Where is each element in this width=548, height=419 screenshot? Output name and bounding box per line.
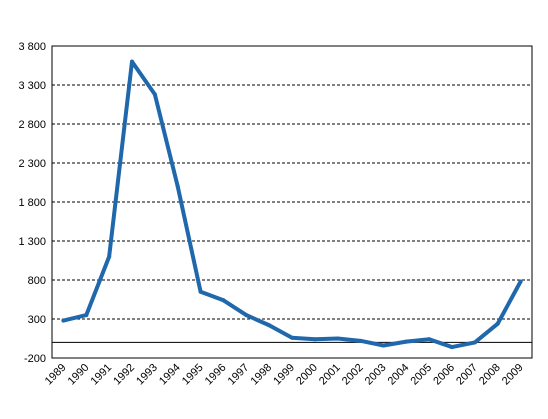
x-tick-label: 2008: [477, 362, 503, 388]
y-tick-label: 2 800: [18, 119, 46, 131]
x-tick-label: 2005: [408, 362, 434, 388]
data-point: [404, 339, 409, 344]
y-tick-label: -200: [24, 353, 46, 365]
x-tick-label: 2001: [317, 362, 343, 388]
data-point: [290, 335, 294, 340]
y-tick-label: 1 300: [18, 236, 46, 248]
series-line: [61, 59, 523, 350]
data-point: [267, 323, 272, 328]
data-point: [472, 340, 477, 345]
data-point: [198, 289, 203, 294]
x-tick-label: 2009: [500, 362, 526, 388]
x-tick-label: 2000: [294, 362, 320, 388]
plot-frame: [51, 45, 533, 359]
data-point: [312, 337, 317, 342]
y-tick-label: 2 300: [18, 158, 46, 170]
data-point: [335, 336, 340, 341]
x-tick-label: 1995: [180, 362, 206, 388]
y-tick-label: 300: [28, 314, 46, 326]
x-tick-label: 1993: [134, 362, 160, 388]
x-tick-label: 1990: [66, 362, 92, 388]
y-tick-label: 1 800: [18, 197, 46, 209]
data-point: [107, 254, 112, 259]
data-point: [495, 321, 500, 326]
x-tick-label: 1998: [248, 362, 274, 388]
data-point: [221, 298, 226, 303]
x-tick-label: 1992: [111, 362, 137, 388]
x-tick-label: 1999: [271, 362, 297, 388]
series-layer: [61, 59, 523, 350]
x-tick-label: 2003: [363, 362, 389, 388]
y-tick-label: 3 800: [18, 41, 46, 53]
data-point: [518, 279, 523, 284]
x-tick-label: 2006: [431, 362, 457, 388]
data-point: [130, 59, 134, 64]
x-tick-label: 1996: [203, 362, 229, 388]
data-point: [358, 338, 363, 343]
y-tick-labels: 3 800 3 300 2 800 2 300 1 800 1 300 800 300 -200: [18, 41, 46, 365]
x-tick-label: 2007: [454, 362, 480, 388]
x-tick-label: 1997: [226, 362, 252, 388]
x-tick-label: 1989: [43, 362, 69, 388]
data-point: [84, 313, 89, 318]
data-point: [175, 184, 180, 189]
x-tick-label: 2002: [340, 362, 366, 388]
gridlines: [51, 45, 533, 359]
data-point: [450, 345, 454, 350]
data-point: [381, 343, 386, 348]
x-tick-label: 2004: [386, 362, 412, 388]
x-tick-label: 1994: [157, 362, 183, 388]
data-point: [152, 92, 157, 97]
y-tick-label: 3 300: [18, 80, 46, 92]
y-tick-label: 800: [28, 275, 46, 287]
data-point: [61, 318, 66, 323]
data-point: [427, 337, 432, 342]
data-point: [244, 313, 249, 318]
x-tick-labels: 1989199019911992199319941995199619971998…: [43, 362, 526, 388]
x-tick-label: 1991: [88, 362, 114, 388]
